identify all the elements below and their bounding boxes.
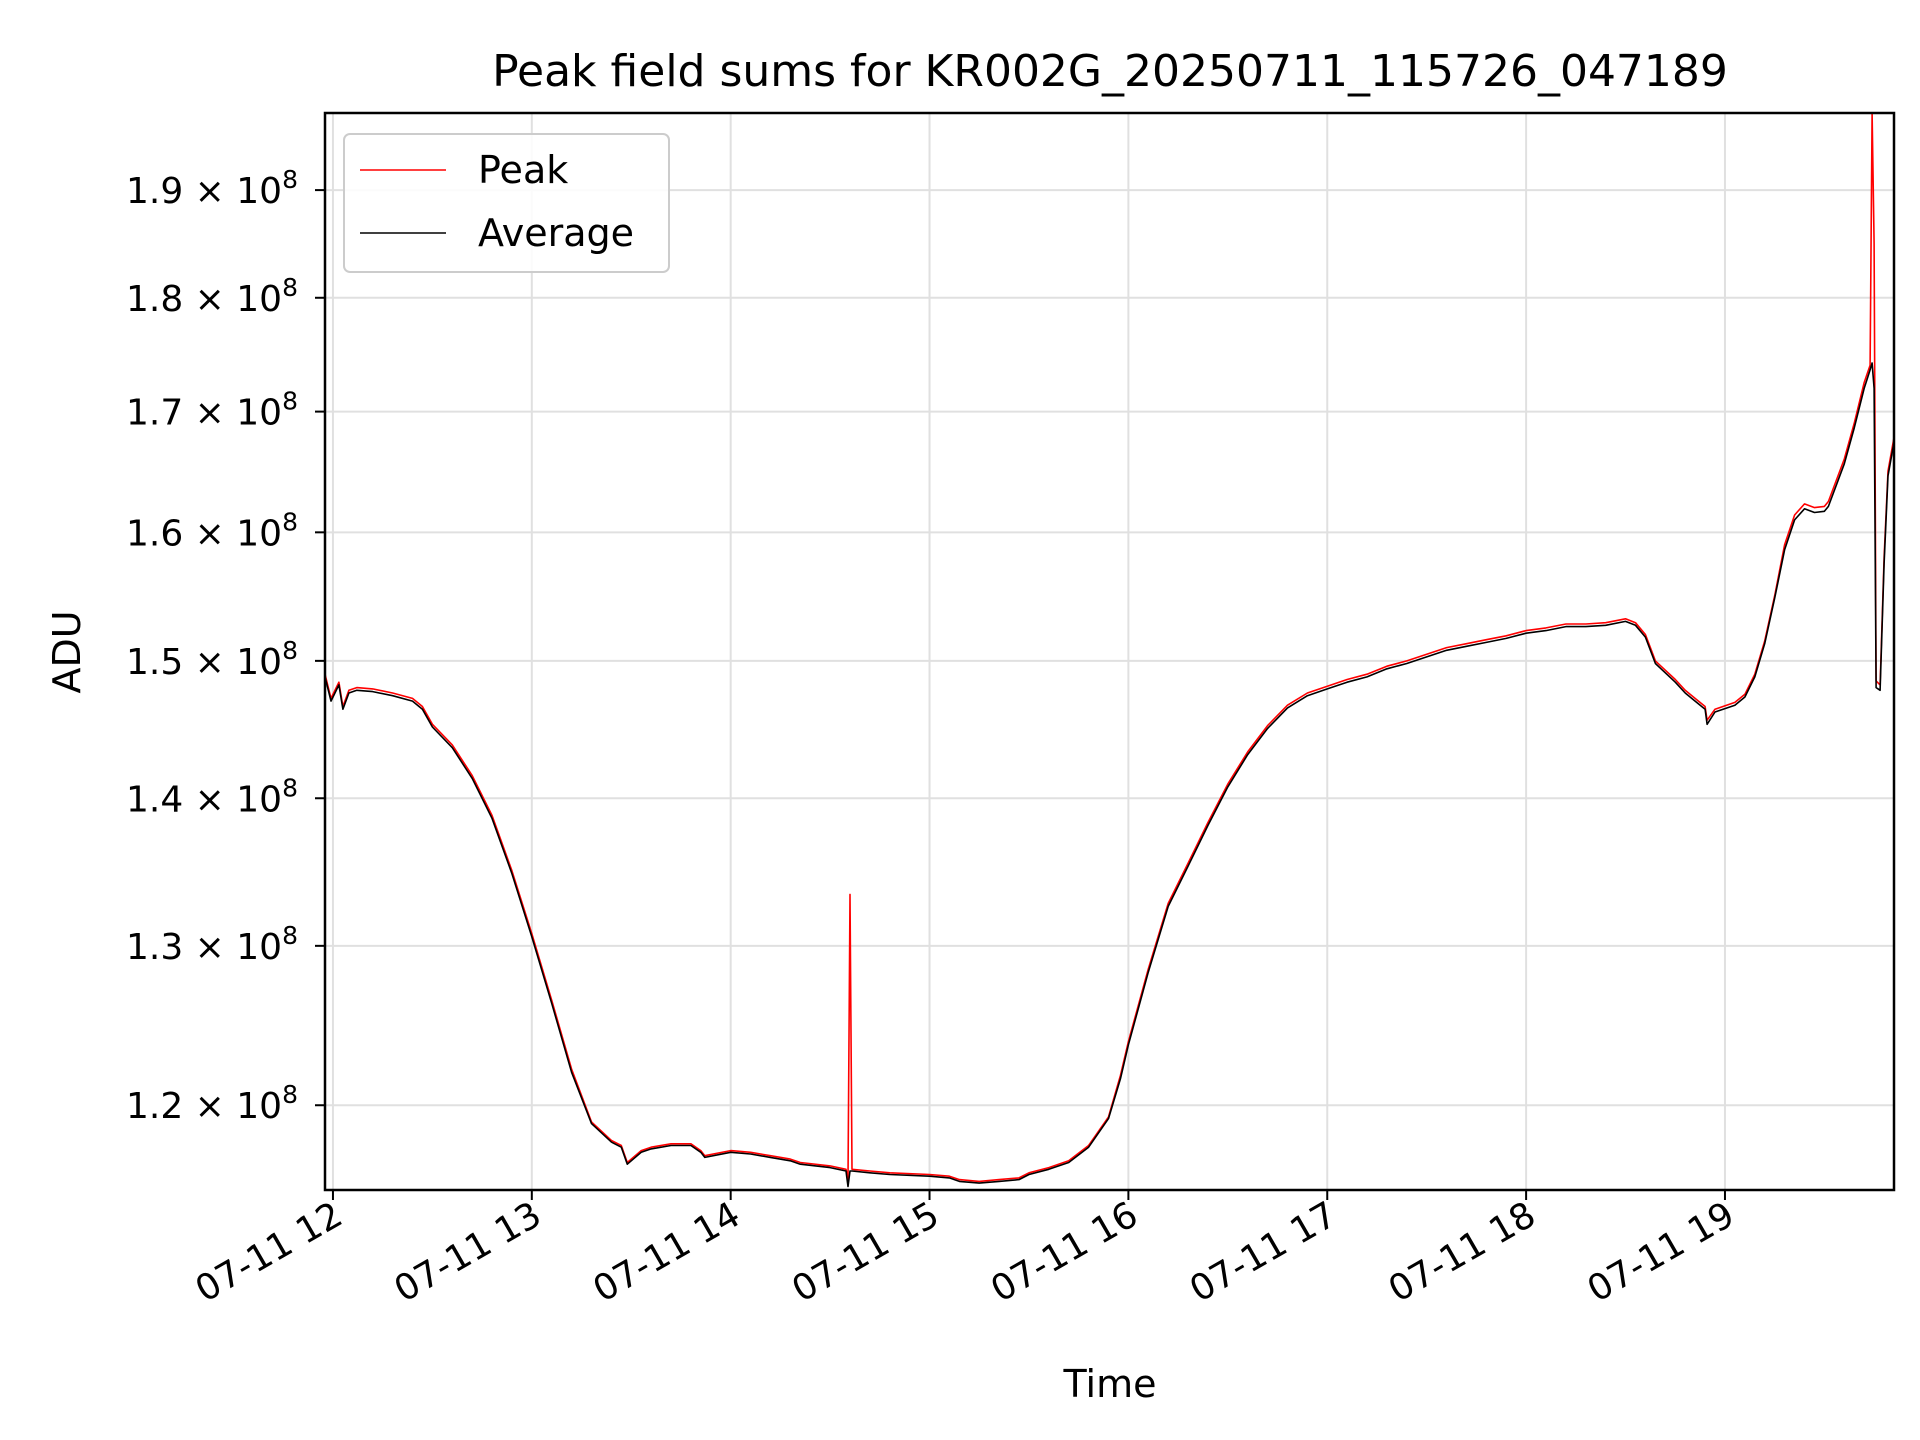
series-line-peak [325,113,1894,1183]
y-tick-label: 1.7 × 108 [126,387,298,434]
legend: Peak Average [343,133,670,273]
y-tick-label: 1.3 × 108 [126,921,298,968]
chart-title: Peak field sums for KR002G_20250711_1157… [492,46,1728,97]
x-tick-label: 07-11 16 [984,1194,1145,1310]
y-tick-label: 1.5 × 108 [126,636,298,683]
plot-frame [323,111,1896,1192]
series-line-average [325,362,1894,1188]
y-tick-label: 1.8 × 108 [126,273,298,320]
y-tick-label: 1.4 × 108 [126,773,298,820]
x-tick-label: 07-11 18 [1382,1194,1543,1310]
x-axis-label: Time [1063,1362,1157,1406]
x-tick-label: 07-11 14 [586,1194,747,1310]
y-tick-label: 1.9 × 108 [126,165,298,212]
x-tick-label: 07-11 13 [388,1194,549,1310]
legend-box [343,133,670,273]
x-tick-label: 07-11 17 [1183,1194,1344,1310]
legend-peak-label: Peak [478,148,568,192]
grid [325,113,1894,1190]
x-tick-label: 07-11 12 [189,1194,350,1310]
axis-ticks: 07-11 12 07-11 13 07-11 14 07-11 15 07-11 16… [126,165,1742,1311]
x-tick-label: 07-11 19 [1581,1194,1742,1310]
series-layer [325,113,1894,1188]
y-tick-label: 1.6 × 108 [126,507,298,554]
y-tick-label: 1.2 × 108 [126,1080,298,1127]
x-tick-label: 07-11 15 [785,1194,946,1310]
legend-average-label: Average [478,211,634,255]
y-axis-label: ADU [45,610,89,693]
